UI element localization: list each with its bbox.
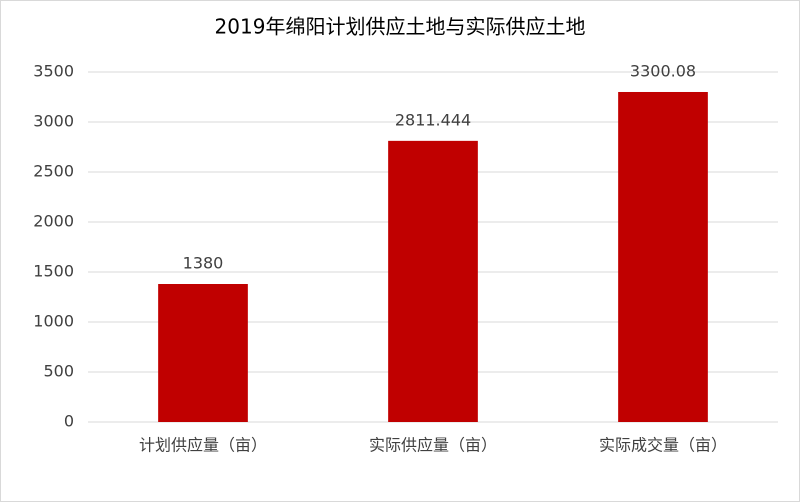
y-tick-label: 2000 bbox=[33, 212, 74, 231]
x-tick-label: 实际成交量（亩） bbox=[599, 436, 727, 455]
bar bbox=[388, 140, 478, 423]
bar bbox=[158, 284, 248, 422]
y-tick-label: 3500 bbox=[33, 62, 74, 81]
x-tick-label: 实际供应量（亩） bbox=[369, 436, 497, 455]
y-tick-label: 1000 bbox=[33, 312, 74, 331]
data-label: 1380 bbox=[183, 254, 224, 273]
bar bbox=[618, 91, 708, 422]
x-tick-label: 计划供应量（亩） bbox=[139, 436, 267, 455]
y-tick-label: 0 bbox=[64, 412, 74, 431]
chart-title: 2019年绵阳计划供应土地与实际供应土地 bbox=[215, 15, 586, 39]
y-tick-label: 500 bbox=[43, 362, 74, 381]
y-tick-label: 2500 bbox=[33, 162, 74, 181]
data-label: 3300.08 bbox=[630, 61, 696, 80]
y-tick-label: 3000 bbox=[33, 112, 74, 131]
data-label: 2811.444 bbox=[395, 110, 471, 129]
y-tick-label: 1500 bbox=[33, 262, 74, 281]
